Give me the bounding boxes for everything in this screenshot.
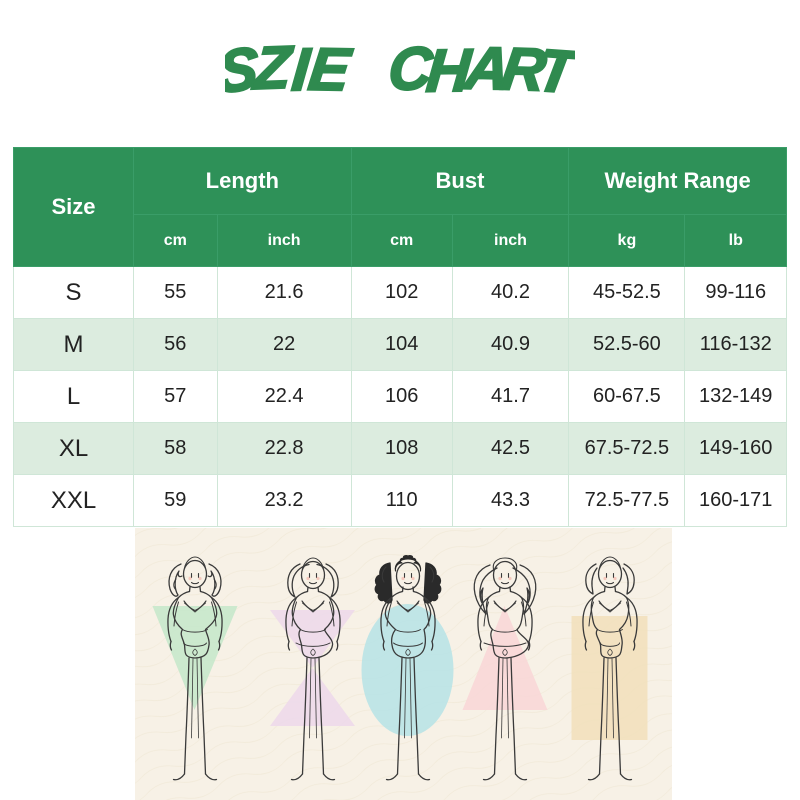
svg-text:E: E: [305, 36, 355, 103]
svg-text:Z: Z: [250, 33, 296, 101]
